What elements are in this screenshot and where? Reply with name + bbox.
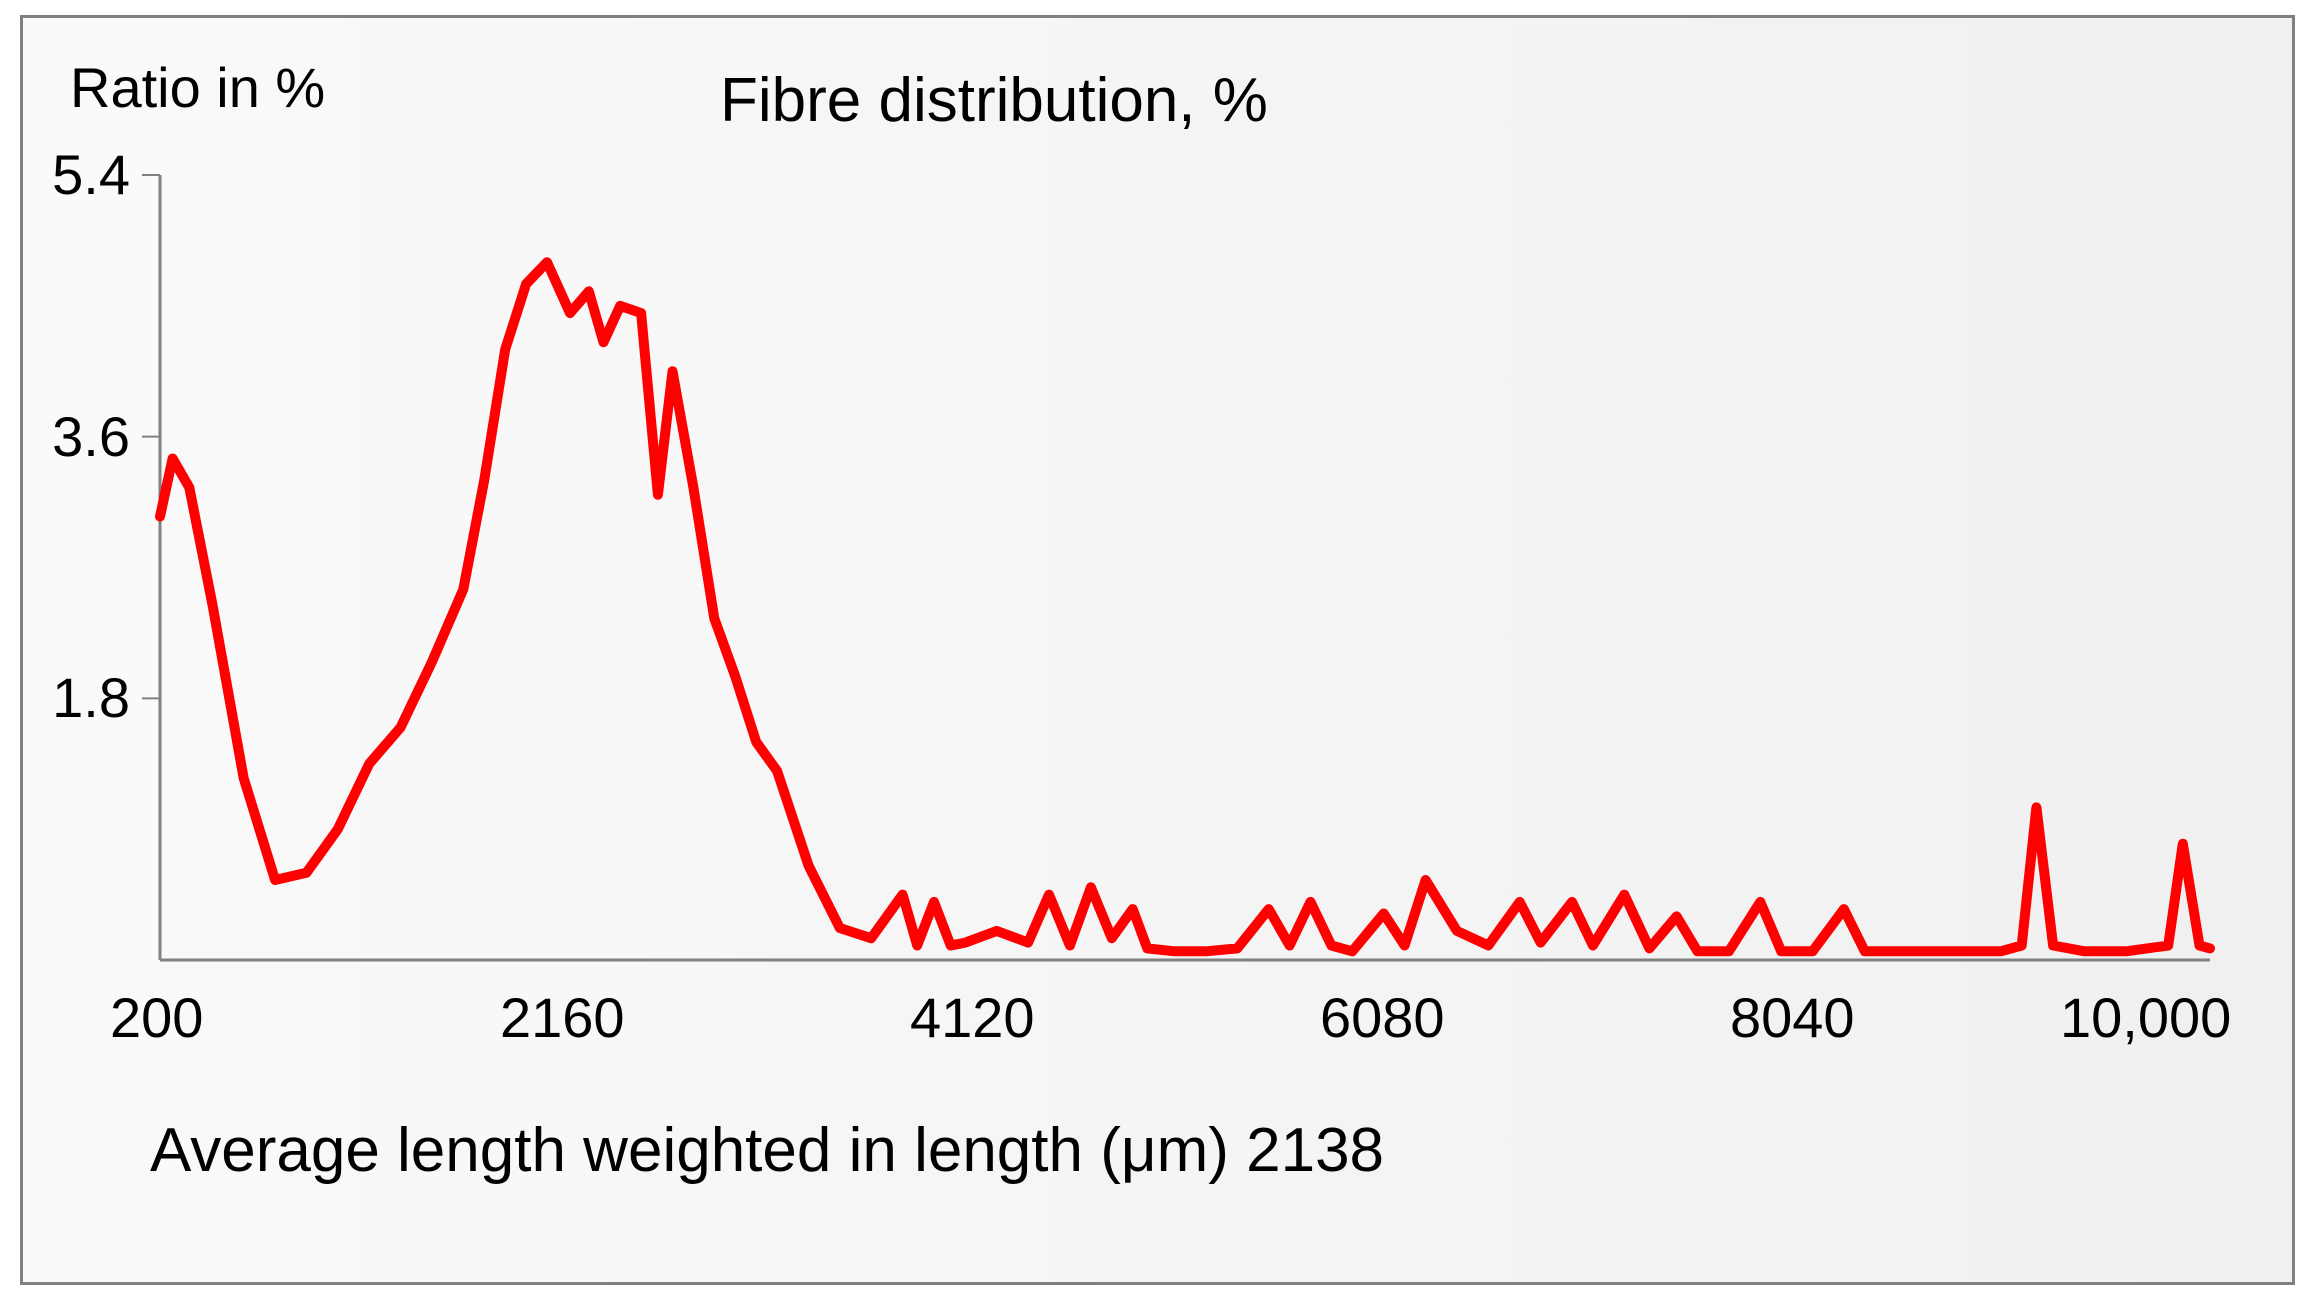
y-tick-label: 1.8 <box>52 665 130 730</box>
plot-svg <box>0 0 2310 1295</box>
x-tick-label: 2160 <box>500 985 625 1050</box>
x-tick-label: 4120 <box>910 985 1035 1050</box>
chart-caption: Average length weighted in length (μm) 2… <box>150 1115 1384 1186</box>
y-ticks <box>142 175 160 698</box>
caption-text: Average length weighted in length (μm) 2… <box>150 1116 1384 1185</box>
x-tick-label: 6080 <box>1320 985 1445 1050</box>
x-tick-label: 10,000 <box>2060 985 2231 1050</box>
series-line <box>160 262 2210 951</box>
y-tick-label: 5.4 <box>52 142 130 207</box>
x-tick-label: 8040 <box>1730 985 1855 1050</box>
x-tick-label: 200 <box>110 985 203 1050</box>
y-tick-label: 3.6 <box>52 404 130 469</box>
